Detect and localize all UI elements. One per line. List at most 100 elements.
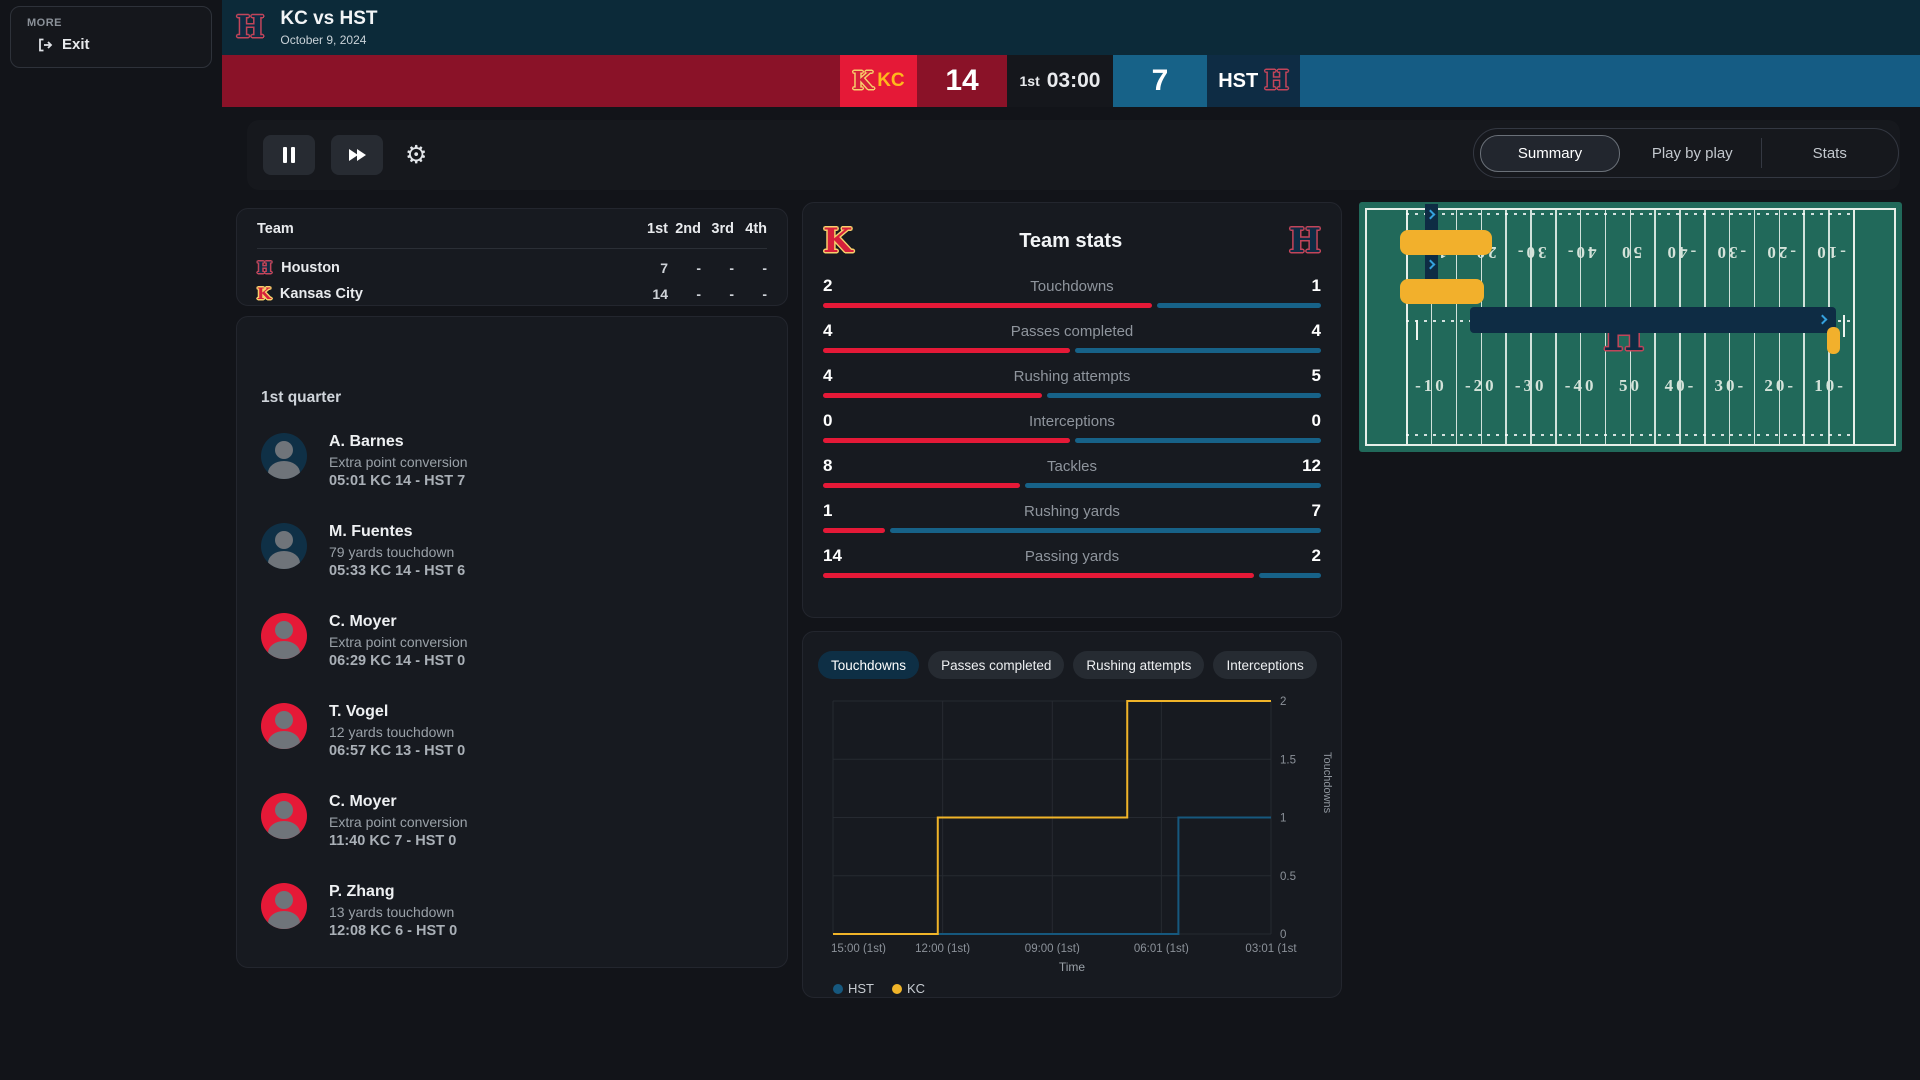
list-item[interactable]: P. Zhang 13 yards touchdown 12:08 KC 6 -…: [261, 883, 763, 947]
play-description: Extra point conversion: [329, 634, 468, 650]
play-description: 79 yards touchdown: [329, 544, 455, 560]
svg-text:12:00 (1st): 12:00 (1st): [915, 943, 970, 954]
team-name: Kansas City: [279, 286, 363, 302]
tab-divider: [1760, 138, 1762, 168]
svg-text:0.5: 0.5: [1280, 871, 1296, 883]
player-name: T. Vogel: [329, 703, 389, 720]
avatar: [261, 793, 307, 839]
yard-number: -40: [1664, 243, 1697, 262]
stat-row: 4 Passes completed 4: [823, 321, 1321, 353]
play-description: 12 yards touchdown: [329, 724, 455, 740]
player-name: C. Moyer: [329, 793, 397, 810]
svg-text:06:01 (1st): 06:01 (1st): [1134, 943, 1189, 954]
chip-rushing-attempts[interactable]: Rushing attempts: [1073, 651, 1205, 679]
chip-touchdowns[interactable]: Touchdowns: [818, 651, 920, 679]
hst-stat-bar: [889, 528, 1321, 533]
play-score: 06:57 KC 13 - HST 0: [329, 743, 466, 759]
hst-stat-bar: [1025, 483, 1321, 488]
yard-number: -30: [1714, 243, 1747, 262]
list-item[interactable]: M. Fuentes 79 yards touchdown 05:33 KC 1…: [261, 523, 763, 587]
list-item[interactable]: T. Vogel 12 yards touchdown 06:57 KC 13 …: [261, 703, 763, 767]
hst-stat-bar: [1074, 438, 1321, 443]
player-name: A. Barnes: [329, 433, 404, 450]
scrimmage-marker: [1827, 327, 1840, 354]
kc-logo-icon: K: [823, 221, 853, 261]
view-tabs: Summary Play by play Stats: [1473, 128, 1899, 178]
yard-number: -40: [1564, 376, 1597, 395]
yard-number: 50: [1619, 376, 1642, 395]
pause-icon: [283, 147, 287, 163]
exit-button[interactable]: Exit: [27, 36, 195, 53]
hst-stat-bar: [1156, 303, 1321, 308]
legend-kc[interactable]: KC: [892, 981, 925, 996]
tab-play-by-play[interactable]: Play by play: [1651, 144, 1733, 162]
chip-passes-completed[interactable]: Passes completed: [928, 651, 1065, 679]
stat-row: 4 Rushing attempts 5: [823, 366, 1321, 398]
stat-row: 8 Tackles 12: [823, 456, 1321, 488]
stat-row: 1 Rushing yards 7: [823, 501, 1321, 533]
tab-stats[interactable]: Stats: [1812, 144, 1847, 162]
hst-stat-bar: [1259, 573, 1321, 578]
scoreboard-strip: K KC 14 1st 03:00 7 HST H: [222, 55, 1920, 107]
play-by-play-panel: 1st quarter A. Barnes Extra point conver…: [236, 316, 788, 968]
team-column-header: Team: [257, 220, 294, 237]
list-item[interactable]: A. Barnes Extra point conversion 05:01 K…: [261, 433, 763, 497]
kc-logo-icon: K: [852, 66, 874, 95]
stat-row: 14 Passing yards 2: [823, 546, 1321, 578]
fast-forward-button[interactable]: [331, 135, 383, 175]
yard-line: [1455, 210, 1458, 444]
yard-number: -10: [1814, 243, 1846, 262]
yard-number: 30-: [1514, 243, 1547, 262]
list-item[interactable]: C. Moyer Extra point conversion 11:40 KC…: [261, 793, 763, 857]
yard-number: 40-: [1564, 243, 1597, 262]
play-description: 13 yards touchdown: [329, 904, 455, 920]
settings-gear-icon[interactable]: ⚙: [405, 140, 428, 169]
player-name: M. Fuentes: [329, 523, 413, 540]
header-bar: H KC vs HST October 9, 2024: [222, 0, 1920, 55]
pause-button[interactable]: [263, 135, 315, 175]
svg-text:0: 0: [1280, 929, 1286, 941]
table-row: H Houston 7 - - -: [257, 258, 767, 277]
yard-tick: [1416, 320, 1418, 340]
hst-abbr: HST: [1218, 69, 1259, 92]
q2-header: 2nd: [675, 220, 701, 237]
table-row: K Kansas City 14 - - -: [257, 284, 767, 303]
chevron-right-icon: [1817, 314, 1828, 325]
svg-text:1: 1: [1280, 813, 1286, 825]
kc-banner: [222, 55, 840, 107]
kc-stat-bar: [823, 573, 1255, 578]
avatar: [261, 433, 307, 479]
player-name: P. Zhang: [329, 883, 395, 900]
kc-stat-bar: [823, 483, 1021, 488]
yard-line: [1430, 210, 1433, 444]
svg-text:03:01 (1st: 03:01 (1st: [1245, 943, 1297, 954]
svg-text:15:00 (1st): 15:00 (1st): [831, 943, 886, 954]
hst-legend-dot: [833, 983, 843, 994]
drive-progress-bar: [1470, 307, 1836, 333]
play-score: 11:40 KC 7 - HST 0: [329, 833, 457, 849]
toolbar: ⚙ Summary Play by play Stats: [247, 120, 1900, 190]
x-axis-title: Time: [1058, 960, 1086, 974]
exit-label: Exit: [62, 36, 90, 53]
team-stats-title: Team stats: [1019, 229, 1123, 252]
quarter-score-table: Team 1st 2nd 3rd 4th H Houston 7 - - - K…: [236, 208, 788, 306]
stat-row: 0 Interceptions 0: [823, 411, 1321, 443]
chevron-right-icon: [1425, 259, 1436, 270]
legend-hst[interactable]: HST: [833, 981, 874, 996]
list-item[interactable]: C. Moyer Extra point conversion 06:29 KC…: [261, 613, 763, 677]
more-label: MORE: [27, 17, 62, 29]
yard-number: 30-: [1714, 376, 1747, 395]
hst-stat-bar: [1074, 348, 1321, 353]
hash-marks: [1406, 213, 1855, 215]
yard-numbers-near: -10 -20 -30 -40 50 40- 30- 20- 10-: [1406, 376, 1855, 396]
player-name: C. Moyer: [329, 613, 397, 630]
chip-interceptions[interactable]: Interceptions: [1213, 651, 1317, 679]
game-date: October 9, 2024: [280, 33, 367, 47]
tab-summary[interactable]: Summary: [1480, 134, 1620, 172]
svg-text:1.5: 1.5: [1280, 754, 1296, 766]
kc-legend-dot: [892, 983, 902, 994]
avatar: [261, 703, 307, 749]
logout-icon: [39, 38, 53, 51]
svg-text:2: 2: [1280, 696, 1286, 708]
hash-marks: [1406, 434, 1855, 436]
